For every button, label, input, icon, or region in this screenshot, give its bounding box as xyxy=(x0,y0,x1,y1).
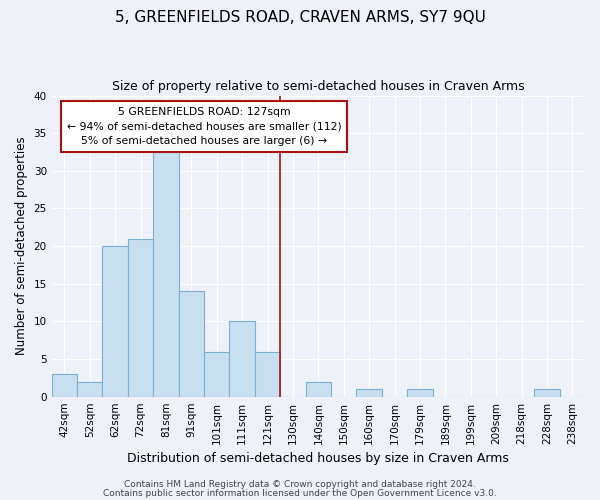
Bar xyxy=(356,389,382,396)
Bar xyxy=(204,352,229,397)
Bar xyxy=(179,292,204,397)
Bar xyxy=(255,352,280,397)
Bar xyxy=(103,246,128,396)
Bar xyxy=(128,238,153,396)
Bar xyxy=(407,389,433,396)
Bar xyxy=(77,382,103,396)
Bar xyxy=(534,389,560,396)
Title: Size of property relative to semi-detached houses in Craven Arms: Size of property relative to semi-detach… xyxy=(112,80,524,93)
Bar xyxy=(229,322,255,396)
Text: 5, GREENFIELDS ROAD, CRAVEN ARMS, SY7 9QU: 5, GREENFIELDS ROAD, CRAVEN ARMS, SY7 9Q… xyxy=(115,10,485,25)
Text: Contains HM Land Registry data © Crown copyright and database right 2024.: Contains HM Land Registry data © Crown c… xyxy=(124,480,476,489)
Bar xyxy=(52,374,77,396)
Bar xyxy=(305,382,331,396)
Bar xyxy=(153,148,179,396)
Text: 5 GREENFIELDS ROAD: 127sqm
← 94% of semi-detached houses are smaller (112)
5% of: 5 GREENFIELDS ROAD: 127sqm ← 94% of semi… xyxy=(67,107,341,146)
Y-axis label: Number of semi-detached properties: Number of semi-detached properties xyxy=(15,137,28,356)
X-axis label: Distribution of semi-detached houses by size in Craven Arms: Distribution of semi-detached houses by … xyxy=(127,452,509,465)
Text: Contains public sector information licensed under the Open Government Licence v3: Contains public sector information licen… xyxy=(103,489,497,498)
